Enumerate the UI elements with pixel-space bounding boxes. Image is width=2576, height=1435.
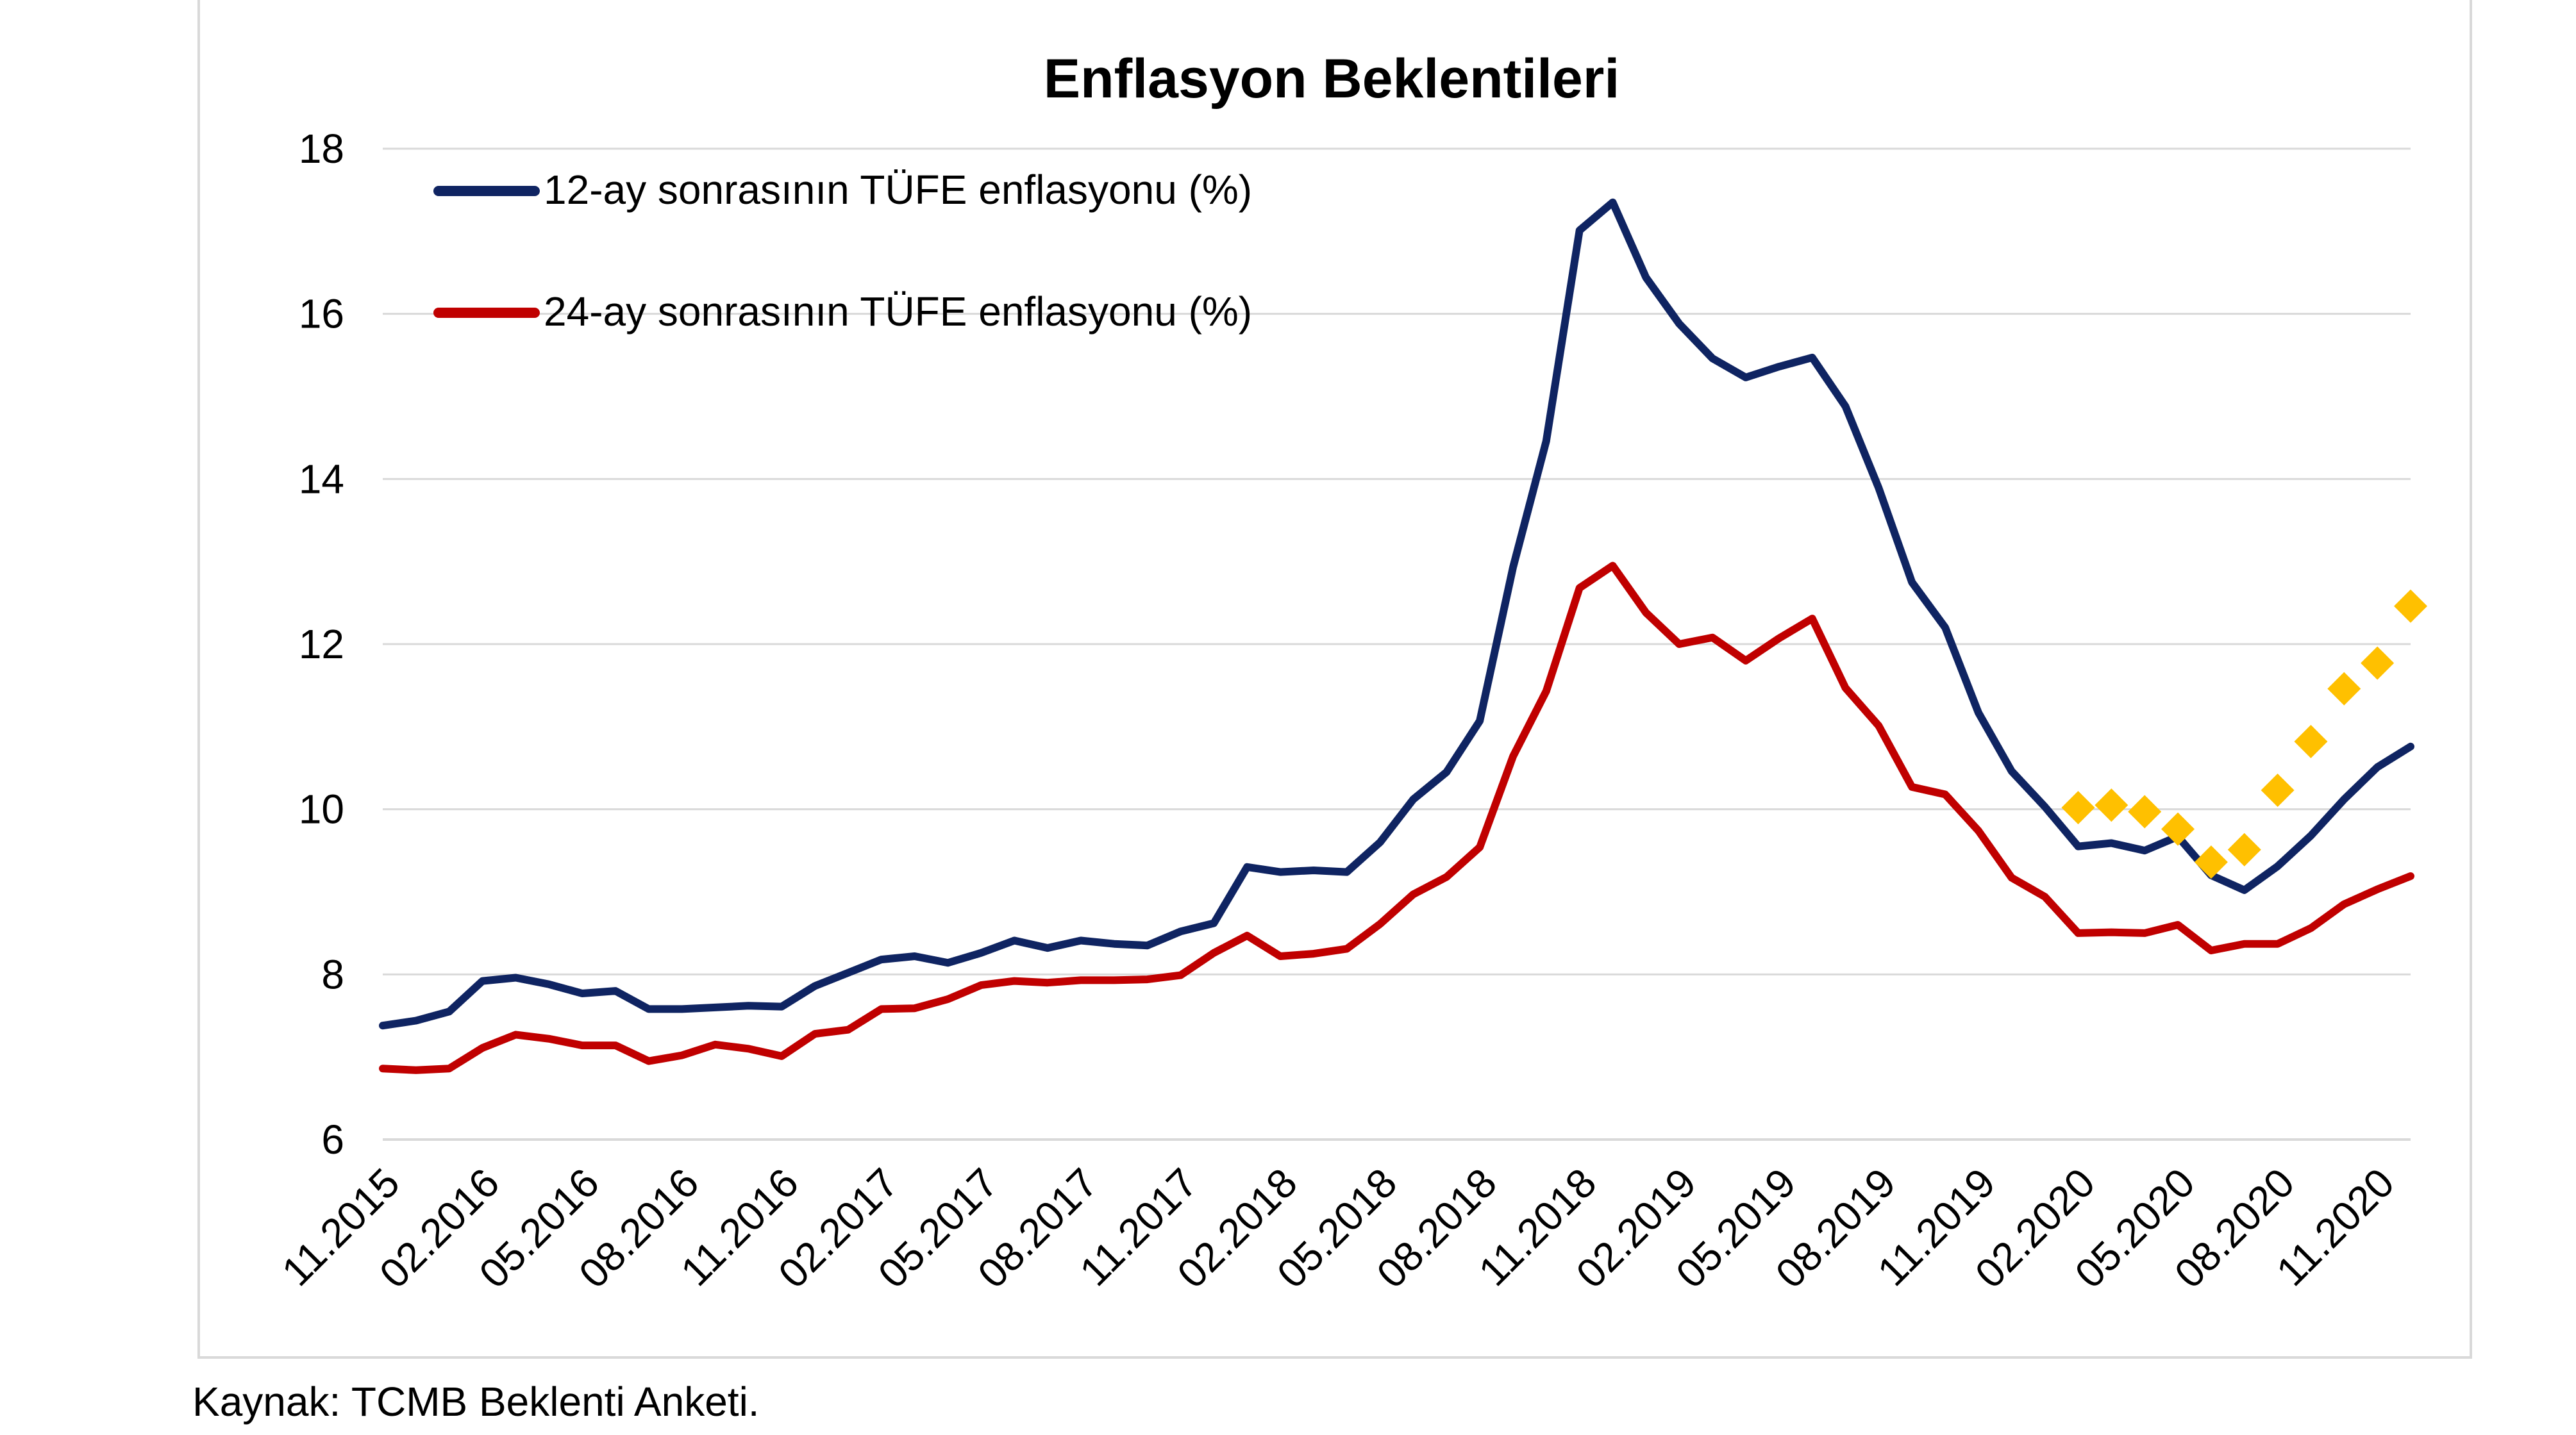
legend-label-24ay: 24-ay sonrasının TÜFE enflasyonu (%)	[544, 288, 1252, 335]
forecast-marker	[2128, 795, 2162, 829]
y-tick-label: 10	[299, 786, 344, 833]
forecast-marker	[2194, 845, 2228, 879]
forecast-marker	[2227, 833, 2261, 867]
line-chart: 6 8 10 12 14 16 18 11.201502.201605.201608.201…	[273, 48, 2427, 1297]
series-lines	[379, 198, 2414, 1074]
forecast-marker	[2361, 646, 2395, 680]
y-tick-label: 18	[299, 126, 344, 172]
forecast-marker	[2327, 672, 2361, 706]
chart-title: Enflasyon Beklentileri	[1044, 48, 1620, 110]
forecast-marker	[2394, 589, 2427, 623]
source-note: Kaynak: TCMB Beklenti Anketi.	[192, 1379, 760, 1425]
grid-lines	[383, 147, 2411, 975]
y-tick-label: 16	[299, 291, 344, 337]
y-tick-label: 14	[299, 456, 344, 502]
y-tick-label: 12	[299, 621, 344, 667]
forecast-marker	[2061, 791, 2095, 825]
series-line-0	[379, 198, 2414, 1030]
forecast-marker	[2161, 812, 2195, 846]
legend: 12-ay sonrasının TÜFE enflasyonu (%) 24-…	[433, 167, 1252, 335]
legend-label-12ay: 12-ay sonrasının TÜFE enflasyonu (%)	[544, 167, 1252, 213]
y-tick-labels: 6 8 10 12 14 16 18	[299, 126, 344, 1163]
forecast-marker	[2294, 725, 2328, 759]
y-tick-label: 8	[321, 951, 344, 997]
chart-frame: 6 8 10 12 14 16 18 11.2015 02.2016 05.2016 08.201…	[197, 0, 2472, 1359]
forecast-markers	[2061, 589, 2427, 879]
x-tick-labels: 11.201502.201605.201608.201611.201602.20…	[273, 1159, 2403, 1297]
y-tick-label: 6	[321, 1116, 344, 1163]
forecast-marker	[2095, 788, 2129, 822]
forecast-marker	[2261, 774, 2295, 808]
series-line-1	[379, 561, 2414, 1074]
